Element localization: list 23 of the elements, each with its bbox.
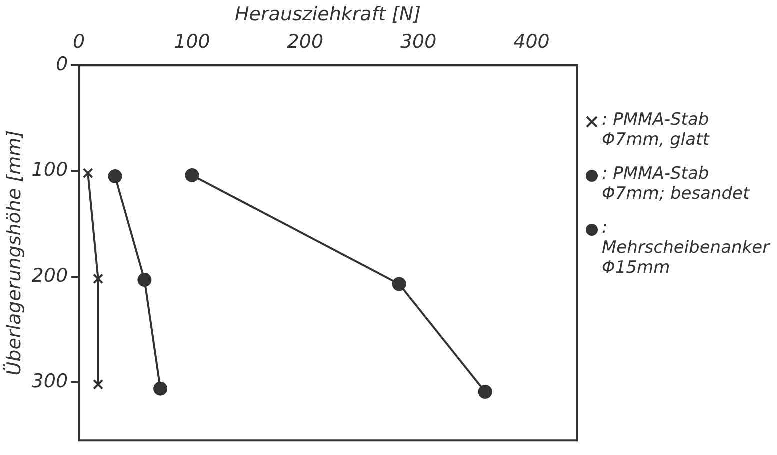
legend-label: : PMMA-Stab Φ7mm, glatt xyxy=(602,110,711,150)
y-tick-label: 0 xyxy=(56,54,68,76)
point xyxy=(154,382,168,396)
point xyxy=(392,277,406,292)
y-tick-label: 300 xyxy=(32,370,68,392)
x-tick-label: 200 xyxy=(287,31,324,54)
legend-label: : Mehrscheibenanker Φ15mm xyxy=(602,218,772,278)
x-axis-title: Herausziehkraft [N] xyxy=(235,3,422,26)
point xyxy=(185,168,200,182)
point xyxy=(93,379,104,390)
point xyxy=(108,170,122,184)
x-tick-label: 0 xyxy=(73,31,86,54)
point xyxy=(478,385,492,400)
point xyxy=(138,273,152,288)
y-axis-title: Überlagerungshöhe [mm] xyxy=(2,130,26,376)
y-tick-label: 100 xyxy=(32,159,68,182)
point xyxy=(82,168,94,179)
x-tick-label: 400 xyxy=(514,31,550,54)
legend-label: : PMMA-Stab Φ7mm; besandet xyxy=(602,164,752,204)
x-tick-label: 100 xyxy=(174,31,210,54)
point xyxy=(93,274,104,284)
x-tick-label: 300 xyxy=(400,31,437,54)
y-tick-label: 200 xyxy=(32,264,68,287)
